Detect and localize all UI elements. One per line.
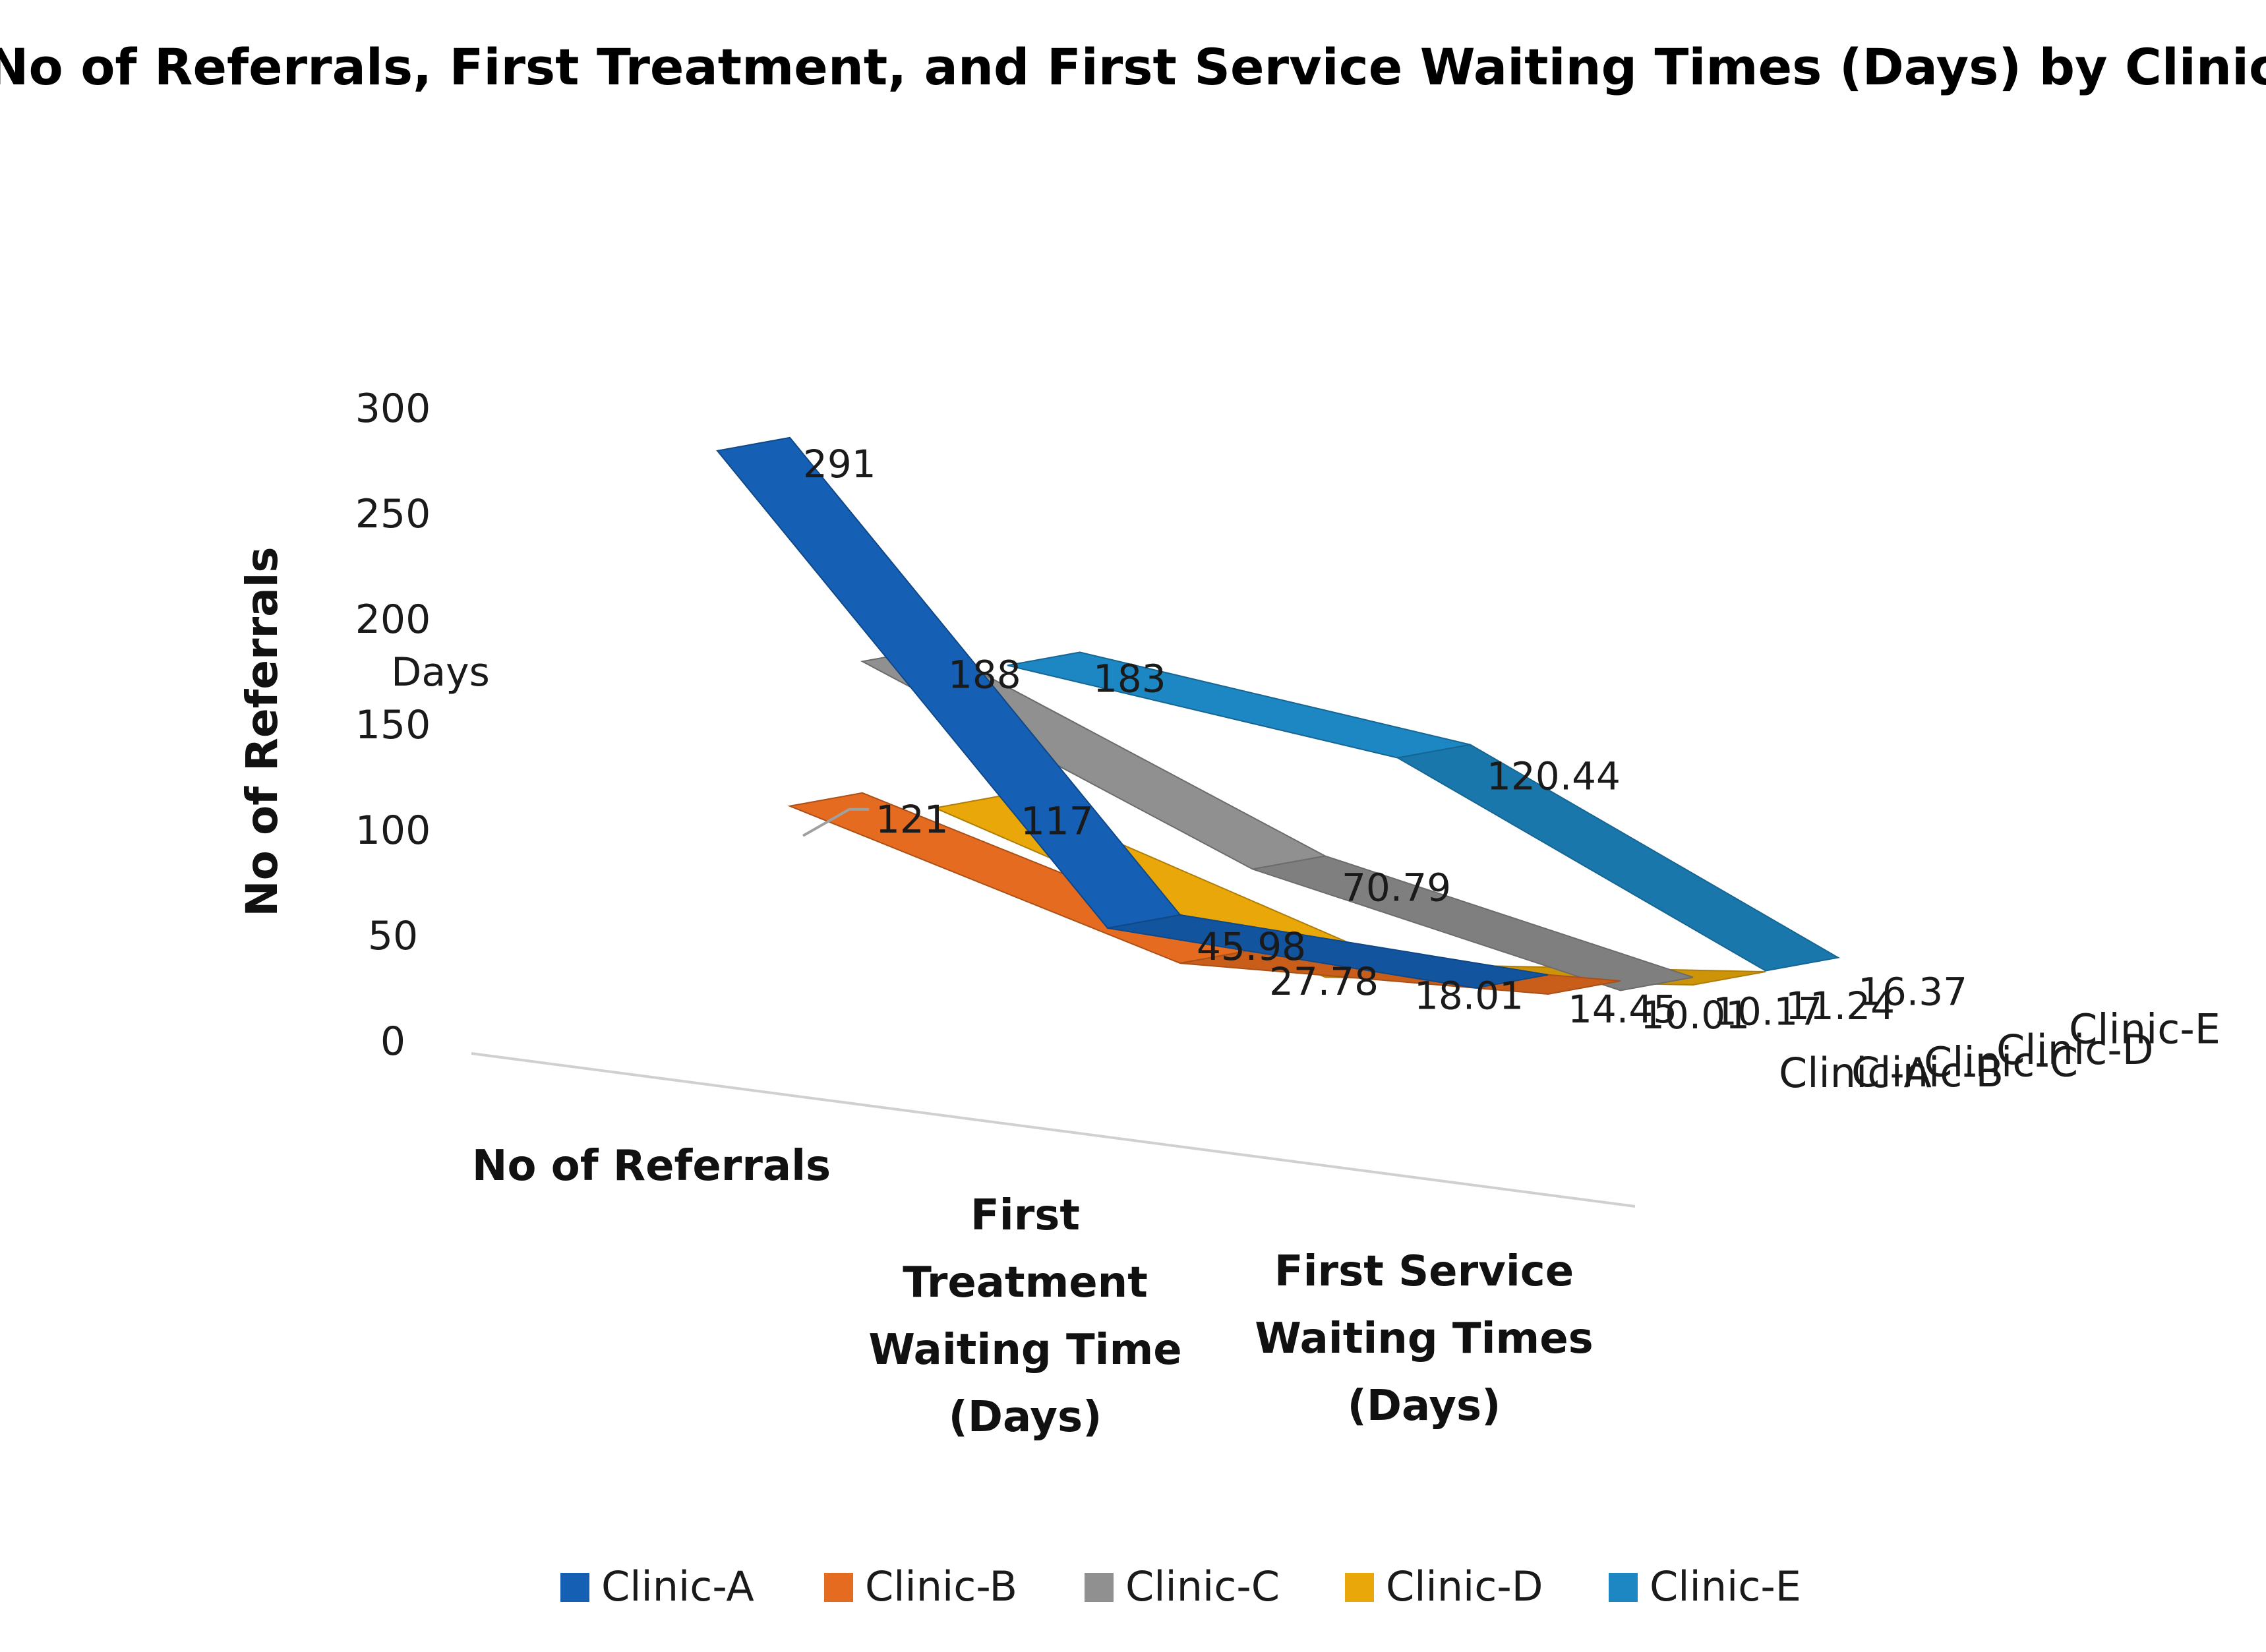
data-label: 120.44 bbox=[1487, 754, 1621, 799]
series-ribbon-clinic-e bbox=[1007, 651, 1840, 972]
legend-swatch bbox=[560, 1573, 589, 1602]
data-label: 10.01 bbox=[1640, 993, 1750, 1038]
legend-swatch bbox=[1609, 1573, 1638, 1602]
y-tick-label: 100 bbox=[355, 808, 431, 854]
category-label-line: Waiting Times bbox=[1255, 1314, 1593, 1363]
y-tick-label: 250 bbox=[355, 491, 431, 537]
data-label: 121 bbox=[876, 797, 949, 842]
series-name-label: Clinic-D bbox=[1996, 1026, 2153, 1074]
series-name-label: Clinic-B bbox=[1851, 1048, 2004, 1096]
series-ribbon-clinic-a bbox=[716, 436, 1549, 989]
data-label: 14.45 bbox=[1568, 987, 1677, 1032]
category-label-line: (Days) bbox=[949, 1393, 1102, 1442]
data-label: 188 bbox=[948, 652, 1021, 697]
ribbon-segment bbox=[1107, 914, 1549, 989]
y-tick-label: 150 bbox=[355, 702, 431, 748]
legend-item-clinic-b[interactable]: Clinic-B bbox=[824, 1562, 1017, 1610]
legend-item-clinic-d[interactable]: Clinic-D bbox=[1345, 1562, 1543, 1610]
data-label: 11.24 bbox=[1785, 984, 1895, 1028]
data-label: 291 bbox=[803, 442, 876, 487]
data-label-leader-line bbox=[802, 808, 869, 837]
category-label-line: First Service bbox=[1274, 1247, 1574, 1296]
data-label: 16.37 bbox=[1858, 970, 1967, 1015]
category-label: No of Referrals bbox=[472, 1142, 831, 1191]
series-name-label: Clinic-C bbox=[1924, 1038, 2078, 1086]
floor-axis-line bbox=[471, 1052, 1636, 1208]
legend-swatch bbox=[1345, 1573, 1374, 1602]
category-label-line: No of Referrals bbox=[472, 1142, 831, 1191]
y-tick-label: 200 bbox=[355, 597, 431, 643]
legend-label: Clinic-D bbox=[1386, 1562, 1543, 1610]
legend-label: Clinic-A bbox=[601, 1562, 754, 1610]
series-name-label: Clinic-E bbox=[2069, 1005, 2221, 1053]
category-label: First Treatment Waiting Time (Days) bbox=[868, 1191, 1181, 1442]
legend-label: Clinic-C bbox=[1125, 1562, 1280, 1610]
data-label: 27.78 bbox=[1269, 959, 1379, 1004]
legend-swatch bbox=[1085, 1573, 1114, 1602]
data-label: 18.01 bbox=[1414, 973, 1524, 1018]
ribbon-segment bbox=[1396, 744, 1840, 972]
legend-label: Clinic-B bbox=[865, 1562, 1017, 1610]
y-tick-label: 0 bbox=[380, 1018, 405, 1065]
series-name-label: Clinic-A bbox=[1779, 1049, 1932, 1097]
category-label-line: (Days) bbox=[1348, 1382, 1501, 1431]
y-axis-title: No of Referrals bbox=[237, 546, 287, 916]
data-label: 10.17 bbox=[1713, 989, 1822, 1034]
legend-item-clinic-c[interactable]: Clinic-C bbox=[1085, 1562, 1280, 1610]
data-label: 45.98 bbox=[1197, 924, 1306, 969]
chart-title: No of Referrals, First Treatment, and Fi… bbox=[0, 38, 2266, 96]
y-tick-label: 50 bbox=[368, 913, 418, 959]
category-label-line: First bbox=[970, 1191, 1080, 1240]
legend-item-clinic-a[interactable]: Clinic-A bbox=[560, 1562, 754, 1610]
category-label-line: Treatment bbox=[903, 1258, 1148, 1307]
legend-swatch bbox=[824, 1573, 853, 1602]
category-label: First Service Waiting Times (Days) bbox=[1255, 1247, 1593, 1431]
category-label-line: Waiting Time bbox=[868, 1326, 1181, 1374]
data-label: 183 bbox=[1093, 656, 1166, 701]
y-tick-label: 300 bbox=[355, 386, 431, 432]
data-label: 70.79 bbox=[1342, 865, 1451, 910]
ribbon-segment bbox=[1252, 855, 1694, 991]
legend-label: Clinic-E bbox=[1650, 1562, 1801, 1610]
depth-axis-label: Days bbox=[391, 649, 490, 695]
data-label: 117 bbox=[1021, 799, 1094, 844]
legend-item-clinic-e[interactable]: Clinic-E bbox=[1609, 1562, 1801, 1610]
